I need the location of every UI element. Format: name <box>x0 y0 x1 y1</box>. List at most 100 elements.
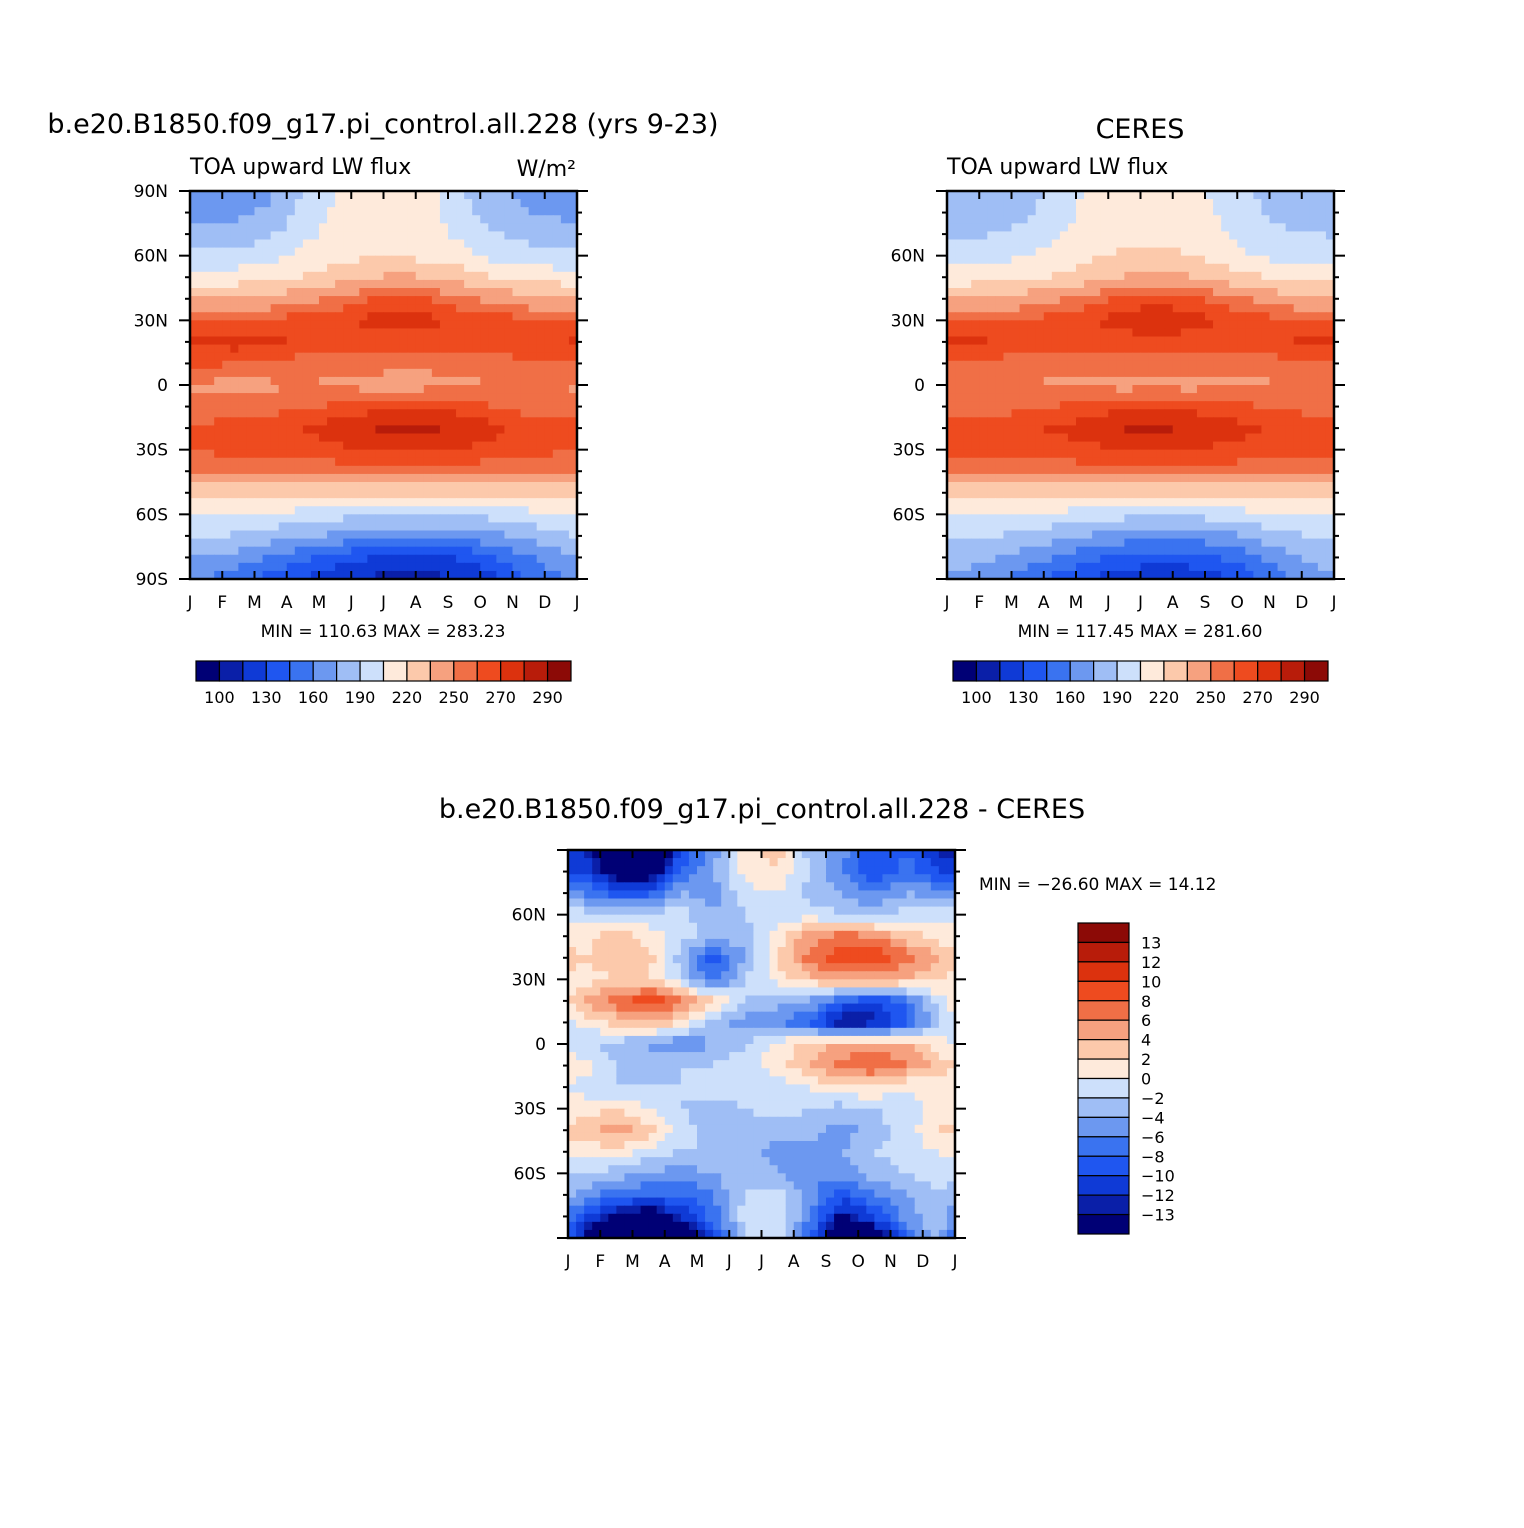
contour-cell <box>1092 280 1101 289</box>
contour-cell <box>367 506 376 515</box>
contour-cell <box>448 207 457 216</box>
contour-cell <box>1302 498 1311 507</box>
contour-cell <box>279 248 288 257</box>
contour-cell <box>979 531 988 540</box>
contour-cell <box>1116 328 1125 337</box>
contour-cell <box>955 385 964 394</box>
colorbar-label: 100 <box>204 688 235 707</box>
contour-cell <box>488 401 497 410</box>
contour-cell <box>408 288 417 297</box>
contour-cell <box>392 199 401 208</box>
contour-cell <box>979 288 988 297</box>
contour-cell <box>456 296 465 305</box>
contour-cell <box>1189 401 1198 410</box>
contour-cell <box>464 385 473 394</box>
contour-cell <box>1052 199 1061 208</box>
contour-cell <box>432 240 441 249</box>
contour-cell <box>311 458 320 467</box>
contour-cell <box>496 248 505 257</box>
contour-cell <box>384 482 393 491</box>
contour-cell <box>206 547 215 556</box>
contour-cell <box>1003 425 1012 434</box>
contour-cell <box>553 401 562 410</box>
x-tick-label: M <box>1069 593 1084 613</box>
contour-cell <box>359 498 368 507</box>
contour-cell <box>979 215 988 224</box>
contour-cell <box>1036 280 1045 289</box>
contour-cell <box>263 320 272 329</box>
contour-cell <box>295 417 304 426</box>
contour-cell <box>1189 312 1198 321</box>
contour-cell <box>1245 377 1254 386</box>
contour-cell <box>319 401 328 410</box>
contour-cell <box>1012 304 1021 313</box>
contour-cell <box>1165 377 1174 386</box>
contour-cell <box>400 385 409 394</box>
contour-cell <box>529 256 538 265</box>
contour-cell <box>384 361 393 370</box>
contour-cell <box>440 450 449 459</box>
contour-cell <box>1116 466 1125 475</box>
x-tick-label: J <box>1330 593 1336 613</box>
contour-cell <box>238 547 247 556</box>
contour-cell <box>1237 231 1246 240</box>
contour-cell <box>1020 490 1029 499</box>
x-tick-label: F <box>974 593 984 613</box>
contour-cell <box>1149 506 1158 515</box>
contour-cell <box>1092 288 1101 297</box>
contour-cell <box>456 458 465 467</box>
colorbar-box <box>1117 661 1140 681</box>
contour-cell <box>1149 191 1158 200</box>
contour-cell <box>1076 240 1085 249</box>
contour-cell <box>1310 466 1319 475</box>
contour-cell <box>955 312 964 321</box>
contour-cell <box>424 337 433 346</box>
contour-cell <box>230 506 239 515</box>
contour-cell <box>1012 215 1021 224</box>
contour-cell <box>545 474 554 483</box>
contour-cell <box>1221 498 1230 507</box>
contour-cell <box>987 320 996 329</box>
contour-cell <box>553 506 562 515</box>
contour-cell <box>271 482 280 491</box>
contour-cell <box>1012 514 1021 523</box>
contour-cell <box>408 337 417 346</box>
colorbar-label: 160 <box>298 688 329 707</box>
contour-cell <box>1132 328 1141 337</box>
contour-cell <box>971 304 980 313</box>
contour-cell <box>1245 506 1254 515</box>
colorbar-box <box>384 661 407 681</box>
contour-cell <box>955 490 964 499</box>
contour-cell <box>1149 547 1158 556</box>
contour-cell <box>1165 547 1174 556</box>
contour-cell <box>238 506 247 515</box>
contour-cell <box>206 312 215 321</box>
contour-cell <box>1149 312 1158 321</box>
contour-cell <box>504 474 513 483</box>
contour-cell <box>1092 466 1101 475</box>
contour-cell <box>238 531 247 540</box>
contour-cell <box>230 328 239 337</box>
contour-cell <box>303 353 312 362</box>
contour-cell <box>1068 328 1077 337</box>
contour-cell <box>979 296 988 305</box>
contour-cell <box>561 417 570 426</box>
contour-cell <box>375 531 384 540</box>
contour-cell <box>1237 345 1246 354</box>
contour-cell <box>1149 563 1158 572</box>
contour-cell <box>206 199 215 208</box>
contour-cell <box>979 191 988 200</box>
contour-cell <box>955 304 964 313</box>
contour-cell <box>319 490 328 499</box>
contour-cell <box>521 490 530 499</box>
colorbar-label: 190 <box>1102 688 1133 707</box>
contour-cell <box>335 425 344 434</box>
contour-cell <box>1028 345 1037 354</box>
contour-cell <box>190 385 199 394</box>
contour-cell <box>432 264 441 273</box>
contour-cell <box>1020 385 1029 394</box>
contour-cell <box>504 531 513 540</box>
contour-cell <box>214 231 223 240</box>
contour-cell <box>1108 215 1117 224</box>
contour-cell <box>222 215 231 224</box>
